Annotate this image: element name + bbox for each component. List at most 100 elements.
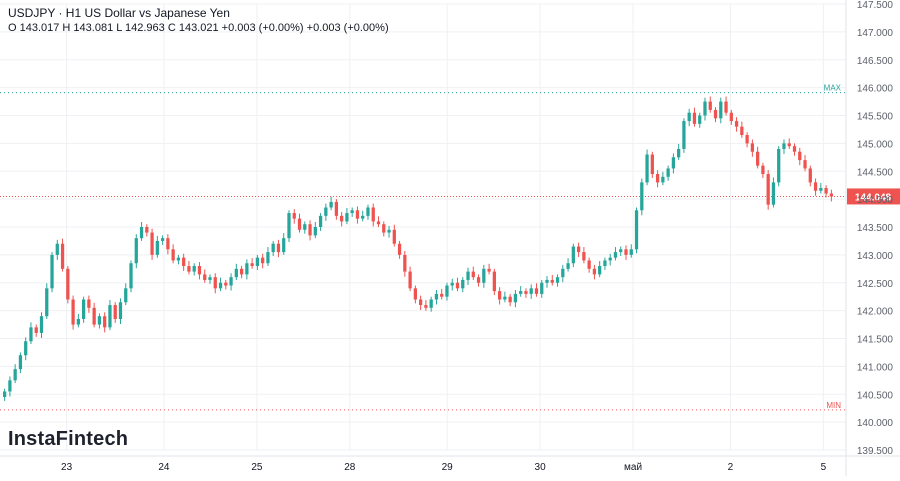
candle-up	[208, 277, 212, 280]
candle-down	[66, 268, 70, 300]
candle-down	[408, 271, 412, 289]
candle-up	[324, 207, 328, 216]
candle-down	[655, 174, 660, 183]
y-tick-label: 147.000	[857, 28, 894, 39]
candle-up	[218, 282, 223, 289]
candle-up	[434, 293, 439, 300]
candle-down	[113, 305, 117, 319]
x-tick-label: 5	[821, 462, 827, 473]
candle-down	[550, 279, 554, 283]
candle-up	[819, 187, 823, 191]
candle-up	[160, 238, 165, 241]
candle-up	[29, 327, 33, 342]
candle-up	[519, 291, 523, 294]
candle-down	[592, 268, 597, 275]
candle-up	[118, 302, 123, 319]
candle-up	[666, 168, 670, 177]
candle-down	[334, 201, 339, 216]
candle-up	[719, 101, 723, 119]
candle-up	[571, 246, 575, 264]
candle-down	[740, 126, 744, 136]
candle-down	[729, 112, 733, 122]
candle-down	[745, 135, 749, 144]
x-tick-label: 30	[535, 462, 547, 473]
y-tick-label: 143.500	[857, 223, 894, 234]
candle-down	[798, 151, 802, 161]
candle-up	[782, 143, 786, 149]
y-tick-label: 141.000	[857, 362, 894, 373]
x-tick-label: 29	[442, 462, 454, 473]
candle-up	[613, 252, 618, 258]
candle-up	[139, 227, 144, 239]
candle-up	[645, 154, 649, 183]
candle-up	[13, 369, 17, 381]
candle-down	[487, 268, 491, 272]
candle-up	[266, 252, 270, 264]
candle-down	[766, 174, 770, 205]
candle-up	[134, 238, 138, 264]
candle-up	[461, 279, 465, 289]
candle-down	[355, 210, 360, 219]
y-tick-label: 145.500	[857, 112, 894, 123]
candle-down	[171, 249, 175, 261]
candle-down	[424, 305, 428, 308]
candle-down	[534, 288, 539, 294]
candle-down	[692, 112, 697, 124]
candle-up	[81, 299, 86, 319]
candle-up	[640, 182, 644, 211]
candle-up	[450, 282, 454, 286]
candle-down	[145, 227, 149, 233]
x-tick-label: май	[624, 462, 642, 473]
candle-up	[39, 316, 44, 333]
candle-up	[608, 257, 612, 261]
y-tick-label: 144.000	[857, 195, 894, 206]
candle-up	[671, 157, 676, 169]
candle-up	[24, 341, 28, 356]
candle-up	[387, 229, 391, 233]
candle-down	[34, 327, 38, 333]
candle-down	[413, 288, 417, 300]
candle-up	[698, 115, 702, 124]
candle-up	[634, 210, 639, 250]
candle-up	[566, 263, 570, 269]
candle-up	[677, 148, 681, 158]
candle-up	[598, 266, 602, 275]
ohlc-readout: O 143.017 H 143.081 L 142.963 C 143.021 …	[8, 22, 389, 34]
candle-up	[529, 288, 533, 294]
candle-down	[713, 109, 718, 119]
candle-up	[771, 182, 776, 205]
y-tick-label: 143.000	[857, 251, 894, 262]
candle-down	[292, 213, 296, 219]
candle-down	[824, 187, 828, 194]
candle-up	[8, 380, 12, 392]
candle-down	[750, 143, 755, 152]
candle-up	[229, 277, 233, 286]
candle-up	[687, 112, 691, 122]
candle-down	[492, 271, 496, 292]
max-label: MAX	[824, 84, 842, 93]
candle-up	[682, 121, 686, 149]
candle-up	[703, 101, 707, 116]
x-tick-label: 28	[344, 462, 356, 473]
candle-down	[829, 193, 833, 197]
grid	[0, 3, 846, 451]
y-tick-label: 140.000	[857, 418, 894, 429]
candle-down	[182, 257, 186, 267]
candle-down	[734, 121, 739, 127]
candle-down	[213, 277, 217, 289]
candle-up	[271, 243, 275, 253]
candle-down	[92, 307, 96, 325]
x-axis: 23 24 25 28 29 30 май 2 5	[0, 455, 900, 473]
chart-title: USDJPY · H1 US Dollar vs Japanese Yen	[8, 4, 230, 22]
candle-up	[629, 249, 633, 255]
candle-up	[555, 277, 560, 283]
y-tick-label: 142.000	[857, 307, 894, 318]
candle-up	[176, 257, 181, 261]
candle-up	[513, 293, 518, 303]
candle-down	[476, 277, 481, 283]
reference-lines: MAX MIN 144.048	[0, 84, 900, 411]
candle-down	[276, 243, 281, 253]
candle-down	[250, 263, 254, 267]
candle-down	[376, 221, 381, 225]
